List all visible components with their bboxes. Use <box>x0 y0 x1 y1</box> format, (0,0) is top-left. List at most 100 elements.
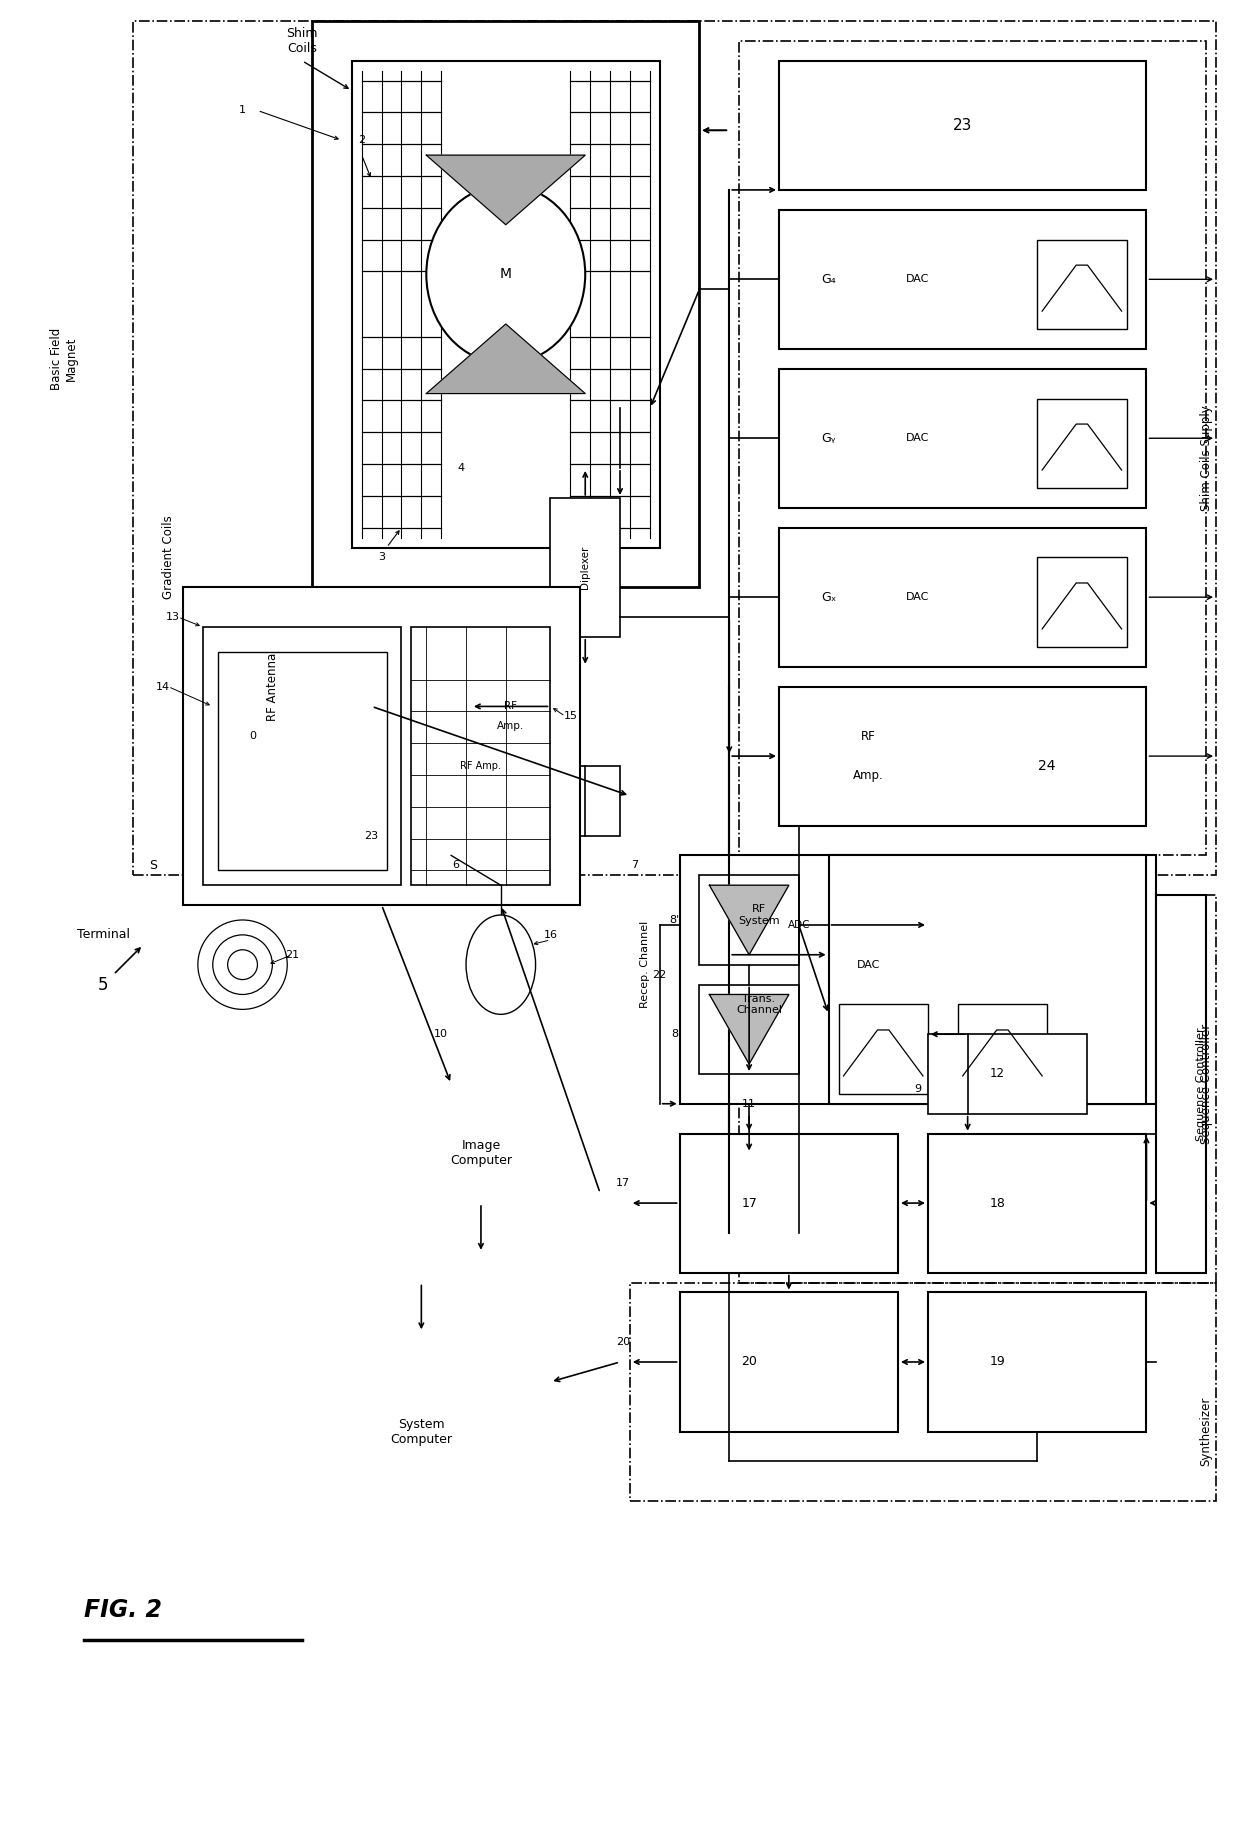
Text: S: S <box>149 859 157 872</box>
Text: 7: 7 <box>631 861 639 870</box>
Bar <box>551 497 620 637</box>
Text: 4: 4 <box>458 462 465 473</box>
Polygon shape <box>427 325 585 393</box>
Text: Recep. Channel: Recep. Channel <box>640 921 650 1007</box>
Bar <box>184 587 580 905</box>
Text: 23: 23 <box>954 117 972 132</box>
Text: Amp.: Amp. <box>853 769 884 782</box>
Text: Amp.: Amp. <box>497 721 525 732</box>
Text: 17: 17 <box>742 1196 758 1209</box>
Text: DAC: DAC <box>906 433 930 444</box>
Text: Basic Field
Magnet: Basic Field Magnet <box>50 328 78 389</box>
Text: 8': 8' <box>670 916 680 925</box>
Bar <box>928 1292 1147 1431</box>
Text: Gᵧ: Gᵧ <box>821 431 836 444</box>
Bar <box>352 61 660 547</box>
Text: 15: 15 <box>563 712 578 721</box>
Bar <box>838 1004 928 1094</box>
Bar <box>1037 398 1127 488</box>
Text: 20: 20 <box>742 1356 758 1369</box>
Text: RF
System: RF System <box>738 905 780 927</box>
Bar <box>412 628 551 884</box>
Text: System
Computer: System Computer <box>391 1417 453 1446</box>
Bar <box>779 528 1147 666</box>
Text: FIG. 2: FIG. 2 <box>83 1598 161 1622</box>
Bar <box>312 587 432 765</box>
Text: 11: 11 <box>742 1099 756 1108</box>
Bar <box>699 875 799 965</box>
Text: Gₓ: Gₓ <box>821 591 836 604</box>
Bar <box>680 1292 898 1431</box>
Bar <box>203 628 402 884</box>
Text: 22: 22 <box>652 969 667 980</box>
Text: Shim Coils Supply: Shim Coils Supply <box>1199 406 1213 510</box>
Text: 12: 12 <box>990 1068 1004 1081</box>
Text: 18: 18 <box>990 1196 1006 1209</box>
Text: RF: RF <box>505 701 517 712</box>
Text: DAC: DAC <box>906 273 930 284</box>
Ellipse shape <box>427 185 585 363</box>
Text: Gradient Coils: Gradient Coils <box>161 516 175 600</box>
Text: 17: 17 <box>616 1178 630 1189</box>
Text: 3: 3 <box>378 552 386 563</box>
Bar <box>312 20 699 587</box>
Bar <box>471 666 551 747</box>
Text: 10: 10 <box>434 1029 448 1039</box>
Text: 1: 1 <box>239 105 246 116</box>
Text: 2: 2 <box>358 136 366 145</box>
Bar <box>1037 558 1127 646</box>
Bar <box>779 209 1147 349</box>
Bar <box>680 1134 898 1273</box>
Text: 9: 9 <box>914 1084 921 1094</box>
Text: 8: 8 <box>671 1029 678 1039</box>
Bar <box>828 855 1147 1103</box>
Text: ADC: ADC <box>787 919 810 930</box>
Bar <box>218 651 387 870</box>
Bar <box>739 40 1207 855</box>
Text: 19: 19 <box>990 1356 1006 1369</box>
Bar <box>928 1035 1086 1114</box>
Bar <box>630 1283 1216 1501</box>
Bar <box>779 61 1147 191</box>
Text: Trans.
Channel: Trans. Channel <box>737 993 782 1015</box>
Text: RF Antenna: RF Antenna <box>265 653 279 721</box>
Text: 23: 23 <box>365 831 378 840</box>
Text: Sequence Controller: Sequence Controller <box>1199 1024 1213 1143</box>
Text: Terminal: Terminal <box>77 929 130 941</box>
Bar <box>779 369 1147 508</box>
Text: RF Amp.: RF Amp. <box>460 762 501 771</box>
Text: Shim
Coils: Shim Coils <box>286 28 317 55</box>
Text: 14: 14 <box>156 681 170 692</box>
Text: 0: 0 <box>249 730 255 741</box>
Text: Diplexer: Diplexer <box>580 545 590 589</box>
Text: Synthesizer: Synthesizer <box>1199 1396 1213 1466</box>
Bar <box>1037 240 1127 328</box>
Text: G₄: G₄ <box>821 273 836 286</box>
Bar <box>779 686 1147 826</box>
Polygon shape <box>709 884 789 954</box>
Bar <box>1157 895 1207 1273</box>
Text: M: M <box>500 268 512 281</box>
Text: RF: RF <box>861 730 875 743</box>
Bar <box>471 765 541 835</box>
Bar <box>133 20 1216 875</box>
Text: 24: 24 <box>1038 760 1056 773</box>
Text: Sequence Controller: Sequence Controller <box>1197 1028 1207 1141</box>
Bar <box>680 855 1157 1103</box>
Text: 13: 13 <box>166 613 180 622</box>
Text: 16: 16 <box>543 930 558 940</box>
Text: 6: 6 <box>453 861 460 870</box>
Text: DAC: DAC <box>906 593 930 602</box>
Bar <box>739 895 1216 1283</box>
Polygon shape <box>427 156 585 224</box>
Text: 20: 20 <box>616 1338 630 1347</box>
Text: 5: 5 <box>98 976 109 993</box>
Bar <box>699 985 799 1073</box>
Bar <box>957 1004 1047 1094</box>
Text: Image
Computer: Image Computer <box>450 1140 512 1167</box>
Text: DAC: DAC <box>857 960 880 969</box>
Bar <box>928 1134 1147 1273</box>
Bar <box>551 765 620 835</box>
Text: 21: 21 <box>285 951 299 960</box>
Polygon shape <box>709 995 789 1064</box>
